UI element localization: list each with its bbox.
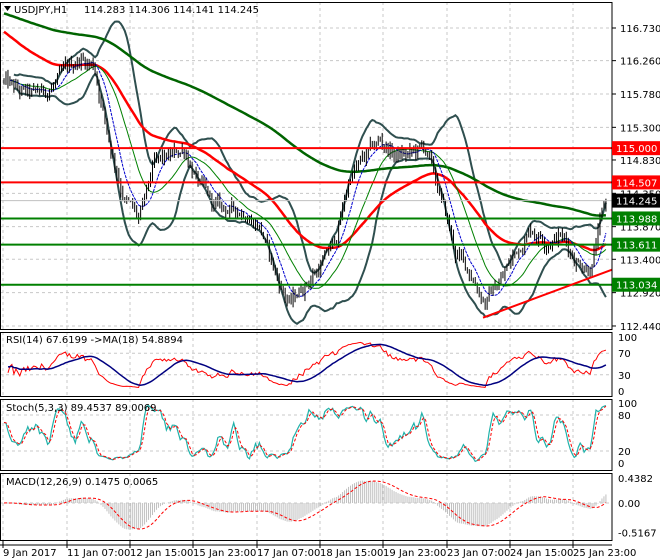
price-tick-label: 113.870 bbox=[620, 223, 660, 234]
trend-line bbox=[482, 268, 613, 319]
price-tick-label: 112.440 bbox=[620, 322, 660, 333]
price-tick-label: 116.730 bbox=[620, 24, 660, 35]
symbol-timeframe: USDJPY,H1 bbox=[14, 5, 67, 16]
ma-fast-line bbox=[9, 62, 607, 297]
time-tick-label: 25 Jan 23:00 bbox=[573, 548, 636, 559]
rsi-tick-label: 70 bbox=[618, 349, 631, 360]
stoch-label: Stoch(5,3,3) 89.4537 89.0069 bbox=[6, 403, 157, 414]
time-tick-label: 24 Jan 15:00 bbox=[510, 548, 573, 559]
price-panel[interactable] bbox=[0, 12, 613, 326]
time-tick-label: 15 Jan 23:00 bbox=[193, 548, 256, 559]
stoch-panel[interactable] bbox=[0, 404, 612, 463]
price-tick-label: 113.400 bbox=[620, 255, 660, 266]
level-price-label: 113.988 bbox=[616, 214, 657, 225]
price-tick-label: 112.920 bbox=[620, 289, 660, 300]
macd-tick-label: 0.4382 bbox=[618, 474, 653, 485]
macd-label: MACD(12,26,9) 0.1475 0.0065 bbox=[6, 477, 158, 488]
level-price-badge bbox=[612, 175, 660, 190]
macd-panel[interactable] bbox=[0, 480, 612, 530]
grid bbox=[0, 2, 612, 540]
stoch-tick-label: 100 bbox=[618, 399, 637, 410]
level-price-label: 115.000 bbox=[616, 144, 657, 155]
rsi-tick-label: 30 bbox=[618, 371, 631, 382]
level-price-badge bbox=[612, 141, 660, 156]
macd-tick-label: 0.00 bbox=[618, 499, 640, 510]
price-tick-label: 116.260 bbox=[620, 57, 660, 68]
level-price-label: 113.034 bbox=[616, 281, 657, 292]
stoch-tick-label: 80 bbox=[618, 411, 631, 422]
dropdown-triangle-icon[interactable] bbox=[4, 6, 11, 11]
rsi-tick-label: 100 bbox=[618, 333, 637, 344]
time-tick-label: 12 Jan 15:00 bbox=[130, 548, 193, 559]
panel-frame bbox=[0, 399, 613, 471]
time-tick-label: 23 Jan 07:00 bbox=[447, 548, 510, 559]
time-tick-label: 19 Jan 23:00 bbox=[383, 548, 446, 559]
rsi-line bbox=[7, 341, 607, 388]
ohlc-values: 114.283 114.306 114.141 114.245 bbox=[84, 5, 259, 16]
rsi-tick-label: 0 bbox=[618, 387, 624, 398]
level-price-badge bbox=[612, 211, 660, 226]
level-price-label: 114.507 bbox=[616, 178, 657, 189]
time-tick-label: 18 Jan 15:00 bbox=[320, 548, 383, 559]
rsi-panel[interactable] bbox=[0, 341, 612, 388]
ma-medium-line bbox=[3, 30, 607, 252]
ma-long-line bbox=[3, 12, 607, 217]
panel-frame bbox=[0, 473, 613, 541]
rsi-ma-line bbox=[7, 343, 607, 387]
panel-frame bbox=[0, 2, 613, 330]
stoch-tick-label: 20 bbox=[618, 447, 631, 458]
time-tick-label: 17 Jan 07:00 bbox=[257, 548, 320, 559]
macd-signal-line bbox=[3, 480, 607, 530]
level-price-badge bbox=[612, 277, 660, 292]
price-tick-label: 114.830 bbox=[620, 156, 660, 167]
current-price-badge bbox=[612, 193, 660, 208]
time-tick-label: 9 Jan 2017 bbox=[3, 548, 57, 559]
stoch-tick-label: 0 bbox=[618, 459, 624, 470]
level-price-badge bbox=[612, 237, 660, 252]
current-price-label: 114.245 bbox=[616, 197, 657, 208]
level-price-label: 113.611 bbox=[616, 241, 657, 252]
macd-tick-label: -0.5167 bbox=[618, 528, 657, 539]
stoch-d-line bbox=[3, 405, 607, 461]
price-tick-label: 115.300 bbox=[620, 123, 660, 134]
price-tick-label: 115.780 bbox=[620, 90, 660, 101]
time-tick-label: 11 Jan 07:00 bbox=[67, 548, 130, 559]
rsi-label: RSI(14) 67.6199 ->MA(18) 54.8894 bbox=[6, 335, 183, 346]
panel-frame bbox=[0, 332, 613, 397]
